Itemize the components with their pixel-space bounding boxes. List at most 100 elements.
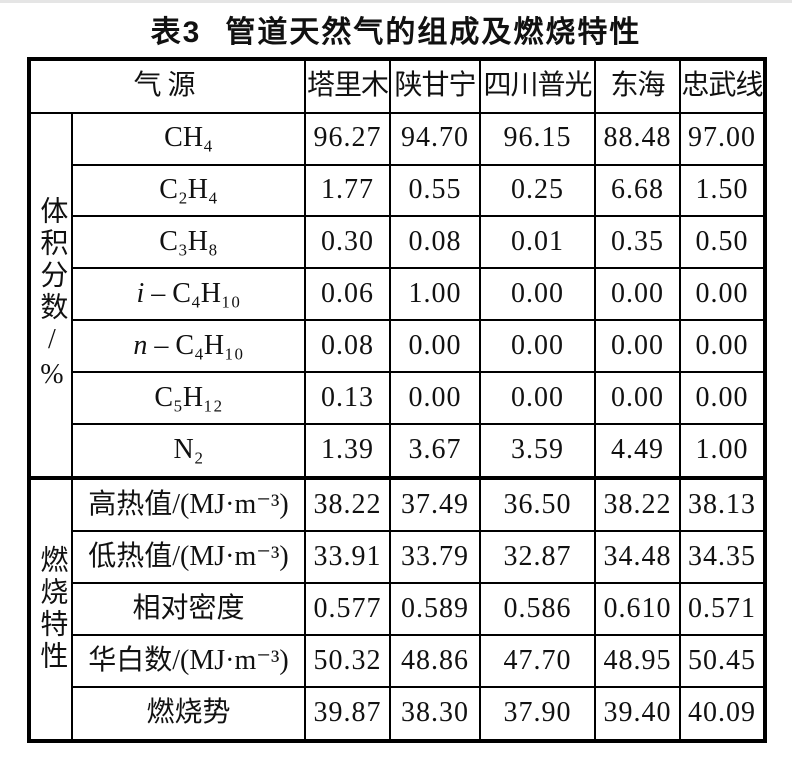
table-row-wobbe-index: 华白数/(MJ·m⁻³) 50.32 48.86 47.70 48.95 50.… [29,634,767,689]
value-cell: 94.70 [389,111,482,166]
row-label: 高热值/(MJ·m⁻³) [70,475,307,533]
value-cell: 0.00 [679,319,767,374]
header-cell-gas-source: 气源 [27,58,307,114]
value-cell: 48.86 [389,634,482,689]
value-cell: 96.27 [304,111,392,166]
row-label: C₂H₄ [70,163,307,218]
table-row-i-c4h10: i – C₄H₁₀ 0.06 1.00 0.00 0.00 0.00 [29,267,767,322]
value-cell: 33.91 [304,530,392,585]
value-cell: 0.00 [389,319,482,374]
formula: C₄H₁₀ [175,330,244,361]
value-cell: 0.589 [389,582,482,637]
table-row-ch4: 体积分数/% CH₄ 96.27 94.70 96.15 88.48 97.00 [28,111,767,479]
scan-edge-artifact [0,0,792,3]
value-cell: 38.13 [679,475,767,533]
value-cell: 0.35 [594,215,682,270]
value-cell: 0.06 [304,267,392,322]
formula-prefix: n – [133,330,176,361]
table-title-text: 管道天然气的组成及燃烧特性 [225,16,642,49]
value-cell: 0.00 [594,267,682,322]
table-row-n-c4h10: n – C₄H₁₀ 0.08 0.00 0.00 0.00 0.00 [29,319,767,374]
page-title: 表3 管道天然气的组成及燃烧特性 [0,7,792,51]
row-label: n – C₄H₁₀ [70,319,307,374]
value-cell: 4.49 [594,423,682,479]
table-row-net-heating-value: 低热值/(MJ·m⁻³) 33.91 33.79 32.87 34.48 34.… [29,530,767,585]
header-cell-tarim: 塔里木 [304,58,392,114]
value-cell: 0.30 [304,215,392,270]
value-cell: 0.08 [304,319,392,374]
value-cell: 50.45 [679,634,767,689]
value-cell: 0.00 [594,371,682,426]
table-row-n2: N₂ 1.39 3.67 3.59 4.49 1.00 [29,423,767,479]
row-label: 华白数/(MJ·m⁻³) [70,634,307,689]
value-cell: 38.22 [304,475,392,533]
formula: C₄H₁₀ [172,278,241,310]
value-cell: 1.77 [304,163,392,218]
value-cell: 0.577 [304,582,392,637]
value-cell: 1.50 [679,163,767,218]
value-cell: 50.32 [304,634,392,689]
formula: N₂ [173,434,204,466]
value-cell: 40.09 [679,686,767,742]
row-label: 燃烧势 [70,686,307,742]
value-cell: 3.59 [479,423,597,479]
header-cell-zhongwu-line: 忠武线 [679,58,767,114]
row-label: C₃H₈ [70,215,307,270]
row-label: CH₄ [70,111,307,166]
value-cell: 0.50 [679,215,767,270]
row-label: i – C₄H₁₀ [70,267,307,322]
property-label: 华白数/(MJ·m⁻³) [88,644,289,676]
formula: C₃H₈ [159,226,218,258]
value-cell: 0.08 [389,215,482,270]
value-cell: 39.87 [304,686,392,742]
value-cell: 0.00 [679,267,767,322]
value-cell: 3.67 [389,423,482,479]
value-cell: 1.00 [679,423,767,479]
value-cell: 88.48 [594,111,682,166]
value-cell: 47.70 [479,634,597,689]
value-cell: 0.586 [479,582,597,637]
value-cell: 32.87 [479,530,597,585]
value-cell: 0.00 [594,319,682,374]
value-cell: 0.25 [479,163,597,218]
value-cell: 1.39 [304,423,392,479]
value-cell: 48.95 [594,634,682,689]
value-cell: 38.30 [389,686,482,742]
group-label-volume-fraction: 体积分数/% [28,111,73,479]
table-row-combustion-potential: 燃烧势 39.87 38.30 37.90 39.40 40.09 [29,686,767,742]
formula-prefix: i – [136,278,173,310]
table-row-relative-density: 相对密度 0.577 0.589 0.586 0.610 0.571 [29,582,767,637]
value-cell: 97.00 [679,111,767,166]
row-label: 低热值/(MJ·m⁻³) [70,530,307,585]
value-cell: 0.00 [389,371,482,426]
value-cell: 0.00 [479,371,597,426]
header-cell-donghai: 东海 [594,58,682,114]
row-label: N₂ [70,423,307,479]
value-cell: 0.00 [479,319,597,374]
value-cell: 0.01 [479,215,597,270]
value-cell: 0.00 [679,371,767,426]
value-cell: 0.13 [304,371,392,426]
property-label: 相对密度 [132,593,245,624]
value-cell: 38.22 [594,475,682,533]
value-cell: 34.48 [594,530,682,585]
value-cell: 37.49 [389,475,482,533]
table-row-gross-heating-value: 燃烧特性 高热值/(MJ·m⁻³) 38.22 37.49 36.50 38.2… [28,475,767,743]
property-label: 高热值/(MJ·m⁻³) [88,488,289,520]
table-row-c2h4: C₂H₄ 1.77 0.55 0.25 6.68 1.50 [29,163,767,218]
value-cell: 96.15 [479,111,597,166]
value-cell: 34.35 [679,530,767,585]
value-cell: 0.610 [594,582,682,637]
table-row-c5h12: C₅H₁₂ 0.13 0.00 0.00 0.00 0.00 [29,371,767,426]
formula: CH₄ [164,122,213,154]
header-cell-sichuan-puguang: 四川普光 [479,58,597,114]
value-cell: 37.90 [479,686,597,742]
value-cell: 0.00 [479,267,597,322]
value-cell: 33.79 [389,530,482,585]
value-cell: 6.68 [594,163,682,218]
value-cell: 0.55 [389,163,482,218]
row-label: C₅H₁₂ [70,371,307,426]
value-cell: 1.00 [389,267,482,322]
gas-composition-table: 气源 塔里木 陕甘宁 四川普光 东海 忠武线 体积分数/% CH₄ 96.27 … [27,57,768,743]
header-row: 气源 塔里木 陕甘宁 四川普光 东海 忠武线 [27,58,767,114]
